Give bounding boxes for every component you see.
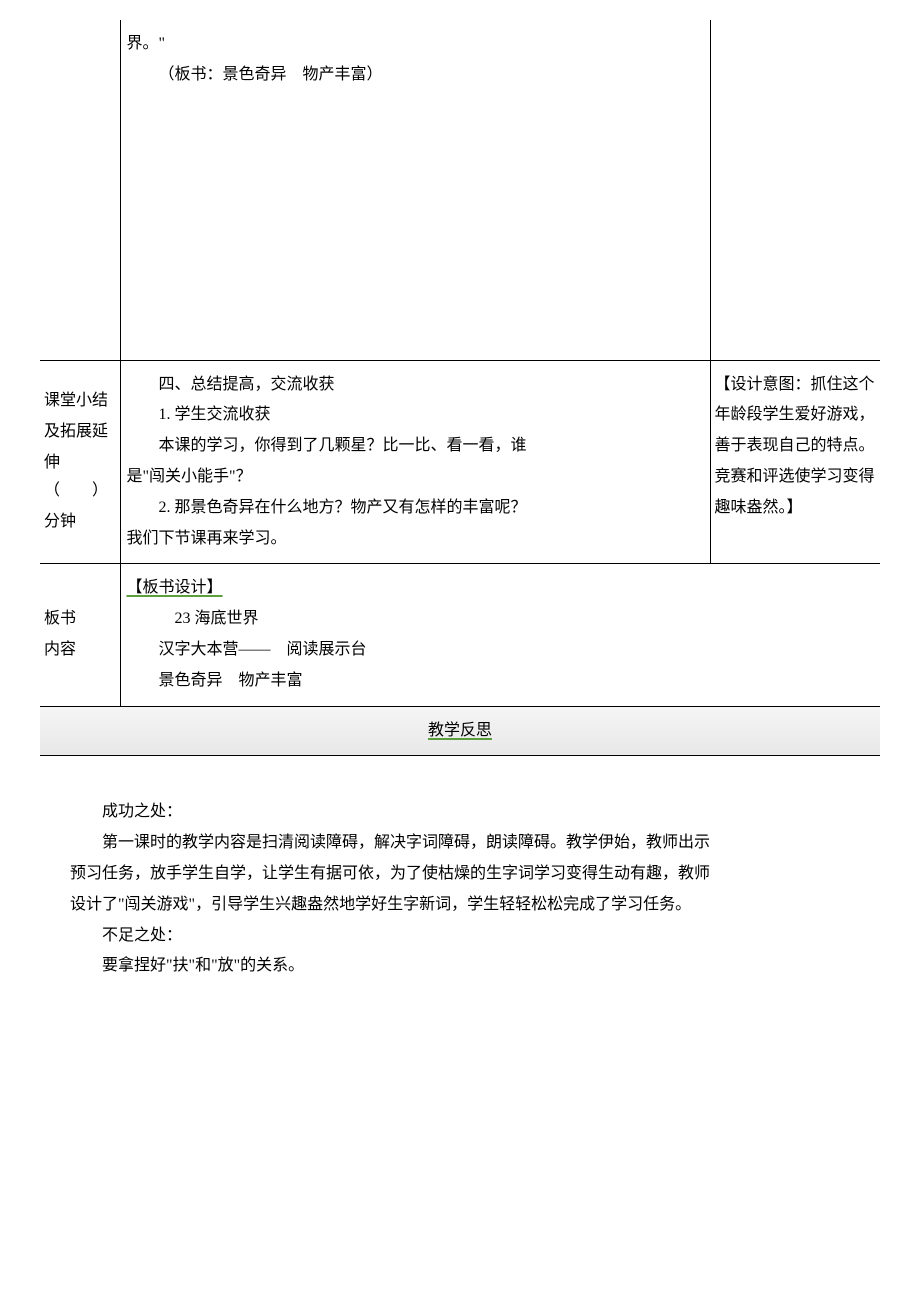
reflection-header-row: 教学反思 (40, 706, 880, 756)
spacer (70, 776, 850, 796)
row2-note-cell: 【设计意图：抓住这个 年龄段学生爱好游戏， 善于表现自己的特点。 竞赛和评选使学… (710, 360, 880, 564)
content-text: （板书：景色奇异 物产丰富） (127, 61, 706, 90)
note-text: 年龄段学生爱好游戏， (715, 401, 877, 430)
row2-label-cell: 课堂小结 及拓展延 伸（ ） 分钟 (40, 360, 120, 564)
label-text: 板书 (44, 605, 116, 634)
content-text: 2. 那景色奇异在什么地方？物产又有怎样的丰富呢？ (127, 494, 706, 523)
content-text: 我们下节课再来学习。 (127, 525, 706, 554)
note-text: 竞赛和评选使学习变得 (715, 463, 877, 492)
reflection-title: 教学反思 (428, 722, 492, 739)
row3-label-cell: 板书 内容 (40, 564, 120, 706)
content-text: 汉字大本营—— 阅读展示台 (127, 636, 877, 665)
reflection-text: 不足之处： (70, 922, 850, 951)
note-text: 趣味盎然。】 (715, 494, 877, 523)
underlined-text: 【板书设计】 (127, 579, 223, 596)
table-row: 课堂小结 及拓展延 伸（ ） 分钟 四、总结提高，交流收获 1. 学生交流收获 … (40, 360, 880, 564)
content-text: 本课的学习，你得到了几颗星？比一比、看一看，谁 (127, 432, 706, 461)
reflection-text: 要拿捏好"扶"和"放"的关系。 (70, 952, 850, 981)
reflection-content-row: 成功之处： 第一课时的教学内容是扫清阅读障碍，解决字词障碍，朗读障碍。教学伊始，… (40, 756, 880, 1033)
spacer (70, 983, 850, 1013)
lesson-plan-table: 界。" （板书：景色奇异 物产丰富） 课堂小结 及拓展延 伸（ ） 分钟 四、总… (40, 20, 880, 1033)
content-text: 界。" (127, 30, 706, 59)
label-text: 及拓展延 (44, 418, 116, 447)
label-text: 伸（ ） (44, 449, 116, 507)
note-text: 善于表现自己的特点。 (715, 432, 877, 461)
label-text: 内容 (44, 636, 116, 665)
content-text: 景色奇异 物产丰富 (127, 667, 877, 696)
reflection-header-cell: 教学反思 (40, 706, 880, 756)
content-text: 是"闯关小能手"？ (127, 463, 706, 492)
reflection-text: 成功之处： (70, 798, 850, 827)
note-text: 【设计意图：抓住这个 (715, 371, 877, 400)
row1-content-cell: 界。" （板书：景色奇异 物产丰富） (120, 20, 710, 360)
reflection-content-cell: 成功之处： 第一课时的教学内容是扫清阅读障碍，解决字词障碍，朗读障碍。教学伊始，… (40, 756, 880, 1033)
row2-content-cell: 四、总结提高，交流收获 1. 学生交流收获 本课的学习，你得到了几颗星？比一比、… (120, 360, 710, 564)
content-heading: 四、总结提高，交流收获 (127, 371, 706, 400)
table-row: 板书 内容 【板书设计】 23 海底世界 汉字大本营—— 阅读展示台 景色奇异 … (40, 564, 880, 706)
label-text: 课堂小结 (44, 387, 116, 416)
board-design-title: 【板书设计】 (127, 574, 877, 603)
content-text: 1. 学生交流收获 (127, 401, 706, 430)
reflection-text: 预习任务，放手学生自学，让学生有据可依，为了使枯燥的生字词学习变得生动有趣，教师 (70, 860, 850, 889)
row3-content-cell: 【板书设计】 23 海底世界 汉字大本营—— 阅读展示台 景色奇异 物产丰富 (120, 564, 880, 706)
spacer (127, 92, 706, 352)
reflection-text: 设计了"闯关游戏"，引导学生兴趣盎然地学好生字新词，学生轻轻松松完成了学习任务。 (70, 891, 850, 920)
content-text: 23 海底世界 (127, 605, 877, 634)
row1-label-cell (40, 20, 120, 360)
label-text: 分钟 (44, 508, 116, 537)
table-row: 界。" （板书：景色奇异 物产丰富） (40, 20, 880, 360)
reflection-text: 第一课时的教学内容是扫清阅读障碍，解决字词障碍，朗读障碍。教学伊始，教师出示 (70, 829, 850, 858)
row1-note-cell (710, 20, 880, 360)
